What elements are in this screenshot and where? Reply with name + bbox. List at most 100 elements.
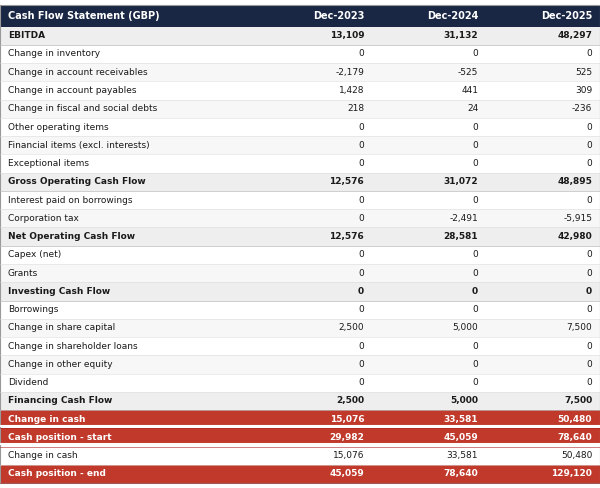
- Text: 45,059: 45,059: [443, 433, 478, 442]
- Text: 0: 0: [586, 122, 592, 132]
- Text: Investing Cash Flow: Investing Cash Flow: [8, 287, 110, 296]
- Text: 0: 0: [472, 122, 478, 132]
- FancyBboxPatch shape: [372, 5, 486, 26]
- Text: 33,581: 33,581: [447, 451, 478, 460]
- Text: 0: 0: [586, 141, 592, 150]
- Text: 24: 24: [467, 104, 478, 113]
- Text: 78,640: 78,640: [557, 433, 592, 442]
- Text: 12,576: 12,576: [329, 232, 364, 241]
- Text: 0: 0: [358, 250, 364, 259]
- Text: 12,576: 12,576: [329, 177, 364, 186]
- Text: 0: 0: [472, 305, 478, 314]
- Text: 0: 0: [472, 159, 478, 168]
- Text: Change in account payables: Change in account payables: [8, 86, 136, 95]
- Text: 0: 0: [586, 159, 592, 168]
- Text: 0: 0: [358, 305, 364, 314]
- FancyBboxPatch shape: [0, 445, 600, 447]
- Text: 50,480: 50,480: [561, 451, 592, 460]
- Text: Change in account receivables: Change in account receivables: [8, 68, 148, 77]
- Text: 0: 0: [472, 378, 478, 387]
- Text: 48,297: 48,297: [557, 31, 592, 40]
- Text: 0: 0: [358, 360, 364, 369]
- Text: 1,428: 1,428: [338, 86, 364, 95]
- Text: -236: -236: [572, 104, 592, 113]
- Text: Interest paid on borrowings: Interest paid on borrowings: [8, 196, 133, 204]
- Text: 0: 0: [586, 287, 592, 296]
- Text: 42,980: 42,980: [557, 232, 592, 241]
- Text: 0: 0: [472, 250, 478, 259]
- Text: Change in other equity: Change in other equity: [8, 360, 112, 369]
- Text: 0: 0: [586, 196, 592, 204]
- Text: 0: 0: [472, 141, 478, 150]
- Text: 33,581: 33,581: [443, 415, 478, 424]
- FancyBboxPatch shape: [0, 45, 600, 63]
- Text: 0: 0: [358, 287, 364, 296]
- FancyBboxPatch shape: [0, 209, 600, 227]
- Text: 0: 0: [472, 196, 478, 204]
- Text: Cash position - start: Cash position - start: [8, 433, 112, 442]
- Text: 15,076: 15,076: [329, 415, 364, 424]
- Text: 0: 0: [586, 250, 592, 259]
- Text: 0: 0: [472, 268, 478, 278]
- FancyBboxPatch shape: [0, 264, 600, 282]
- Text: -2,491: -2,491: [449, 214, 478, 223]
- Text: Grants: Grants: [8, 268, 38, 278]
- Text: Change in share capital: Change in share capital: [8, 324, 115, 332]
- FancyBboxPatch shape: [0, 246, 600, 264]
- Text: Dec-2025: Dec-2025: [541, 11, 592, 20]
- Text: 0: 0: [358, 49, 364, 59]
- Text: 29,982: 29,982: [329, 433, 364, 442]
- Text: 0: 0: [586, 305, 592, 314]
- Text: 2,500: 2,500: [336, 396, 364, 406]
- FancyBboxPatch shape: [0, 191, 600, 209]
- FancyBboxPatch shape: [0, 227, 600, 246]
- Text: 309: 309: [575, 86, 592, 95]
- Text: 31,072: 31,072: [443, 177, 478, 186]
- Text: Borrowings: Borrowings: [8, 305, 58, 314]
- Text: Gross Operating Cash Flow: Gross Operating Cash Flow: [8, 177, 146, 186]
- Text: Dividend: Dividend: [8, 378, 48, 387]
- FancyBboxPatch shape: [0, 63, 600, 81]
- Text: 15,076: 15,076: [332, 451, 364, 460]
- FancyBboxPatch shape: [0, 154, 600, 173]
- Text: 129,120: 129,120: [551, 469, 592, 479]
- FancyBboxPatch shape: [0, 426, 600, 428]
- Text: Dec-2024: Dec-2024: [427, 11, 478, 20]
- Text: 28,581: 28,581: [443, 232, 478, 241]
- Text: Capex (net): Capex (net): [8, 250, 61, 259]
- Text: 31,132: 31,132: [443, 31, 478, 40]
- Text: -525: -525: [458, 68, 478, 77]
- Text: 48,895: 48,895: [557, 177, 592, 186]
- Text: Net Operating Cash Flow: Net Operating Cash Flow: [8, 232, 135, 241]
- Text: 5,000: 5,000: [452, 324, 478, 332]
- FancyBboxPatch shape: [0, 100, 600, 118]
- Text: Other operating items: Other operating items: [8, 122, 109, 132]
- FancyBboxPatch shape: [0, 392, 600, 410]
- Text: 0: 0: [586, 360, 592, 369]
- FancyBboxPatch shape: [0, 26, 600, 45]
- FancyBboxPatch shape: [0, 5, 264, 26]
- Text: 525: 525: [575, 68, 592, 77]
- Text: 0: 0: [358, 342, 364, 351]
- Text: 0: 0: [358, 141, 364, 150]
- Text: 0: 0: [358, 159, 364, 168]
- Text: Change in cash: Change in cash: [8, 451, 77, 460]
- FancyBboxPatch shape: [0, 447, 600, 465]
- Text: Change in fiscal and social debts: Change in fiscal and social debts: [8, 104, 157, 113]
- Text: Exceptional items: Exceptional items: [8, 159, 89, 168]
- FancyBboxPatch shape: [0, 319, 600, 337]
- Text: Cash position - end: Cash position - end: [8, 469, 106, 479]
- Text: 78,640: 78,640: [443, 469, 478, 479]
- FancyBboxPatch shape: [0, 81, 600, 100]
- FancyBboxPatch shape: [0, 373, 600, 392]
- FancyBboxPatch shape: [0, 465, 600, 483]
- Text: 218: 218: [347, 104, 364, 113]
- Text: 0: 0: [586, 268, 592, 278]
- Text: 2,500: 2,500: [338, 324, 364, 332]
- Text: Financial items (excl. interests): Financial items (excl. interests): [8, 141, 149, 150]
- Text: 0: 0: [358, 196, 364, 204]
- Text: 0: 0: [358, 122, 364, 132]
- Text: Change in cash: Change in cash: [8, 415, 85, 424]
- Text: EBITDA: EBITDA: [8, 31, 45, 40]
- Text: 7,500: 7,500: [566, 324, 592, 332]
